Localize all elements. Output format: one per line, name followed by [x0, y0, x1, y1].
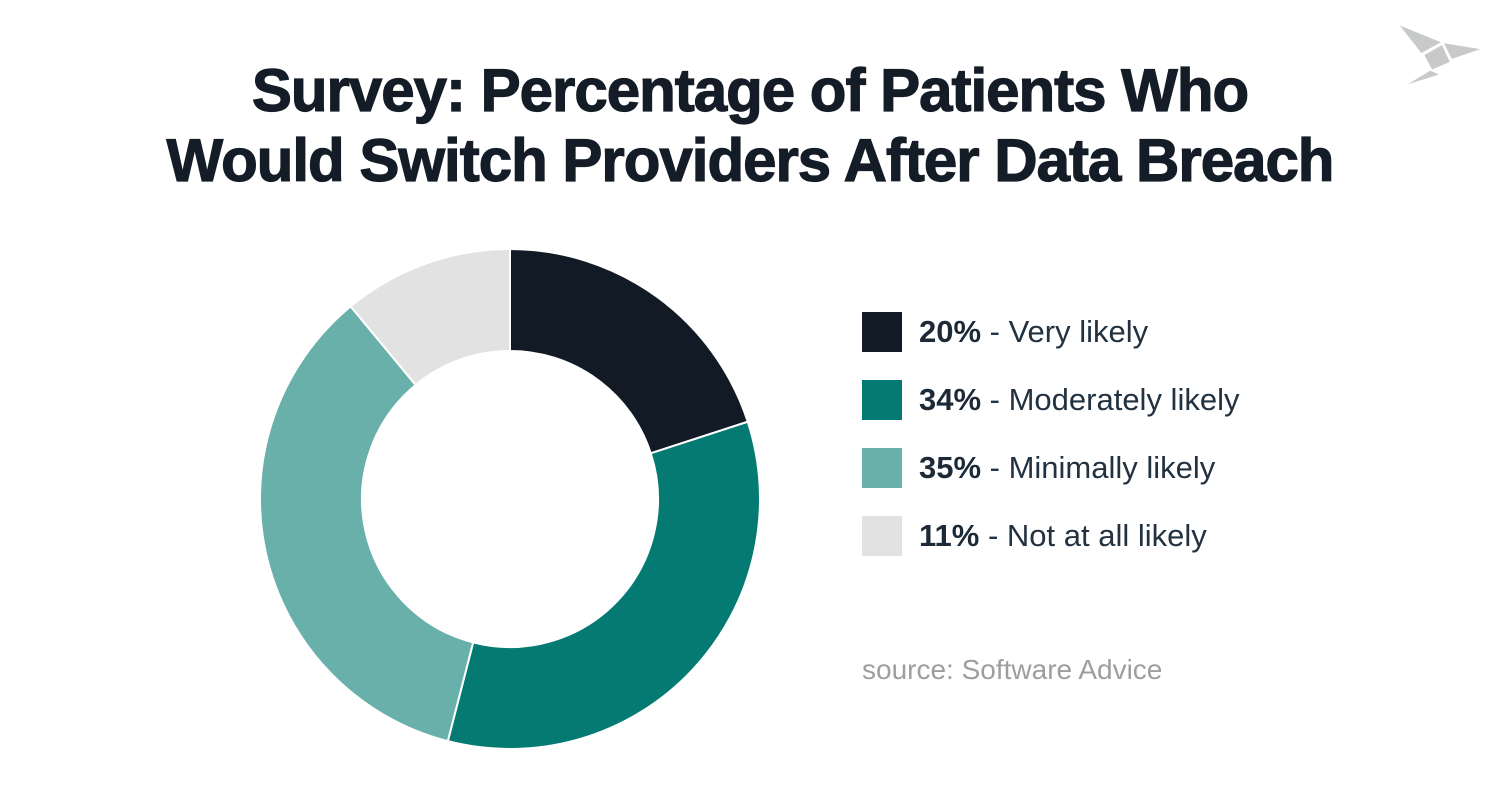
bird-tail: [1407, 70, 1440, 85]
bird-head: [1443, 43, 1481, 59]
legend-item: 11% - Not at all likely: [862, 516, 1239, 556]
legend-label: 34% - Moderately likely: [919, 382, 1240, 417]
bird-body: [1424, 45, 1450, 70]
legend-percent: 11%: [919, 518, 980, 553]
legend-item: 34% - Moderately likely: [862, 380, 1239, 420]
legend: 20% - Very likely 34% - Moderately likely…: [862, 312, 1239, 556]
title-line-2: Would Switch Providers After Data Breach: [166, 126, 1335, 194]
legend-item: 35% - Minimally likely: [862, 448, 1239, 488]
donut-chart: [259, 247, 761, 750]
origami-bird-logo-icon: [1399, 25, 1481, 85]
donut-slice-minimally-likely: [259, 304, 475, 743]
chart-title: Survey: Percentage of Patients Who Would…: [0, 56, 1500, 196]
legend-swatch: [862, 516, 902, 556]
donut-slice-not-at-all-likely: [349, 247, 511, 387]
legend-item: 20% - Very likely: [862, 312, 1239, 352]
legend-label: 20% - Very likely: [919, 314, 1149, 349]
legend-label: 11% - Not at all likely: [919, 518, 1207, 553]
donut-slice-very-likely: [509, 247, 750, 455]
legend-swatch: [862, 380, 902, 420]
legend-percent: 34%: [919, 382, 982, 417]
legend-swatch: [862, 312, 902, 352]
legend-label: 35% - Minimally likely: [919, 450, 1216, 485]
legend-percent: 20%: [919, 314, 982, 349]
legend-percent: 35%: [919, 450, 982, 485]
title-line-1: Survey: Percentage of Patients Who: [251, 56, 1249, 124]
legend-swatch: [862, 448, 902, 488]
bird-wing: [1399, 25, 1441, 53]
source-text: source: Software Advice: [862, 654, 1163, 685]
donut-slice-moderately-likely: [446, 420, 761, 750]
